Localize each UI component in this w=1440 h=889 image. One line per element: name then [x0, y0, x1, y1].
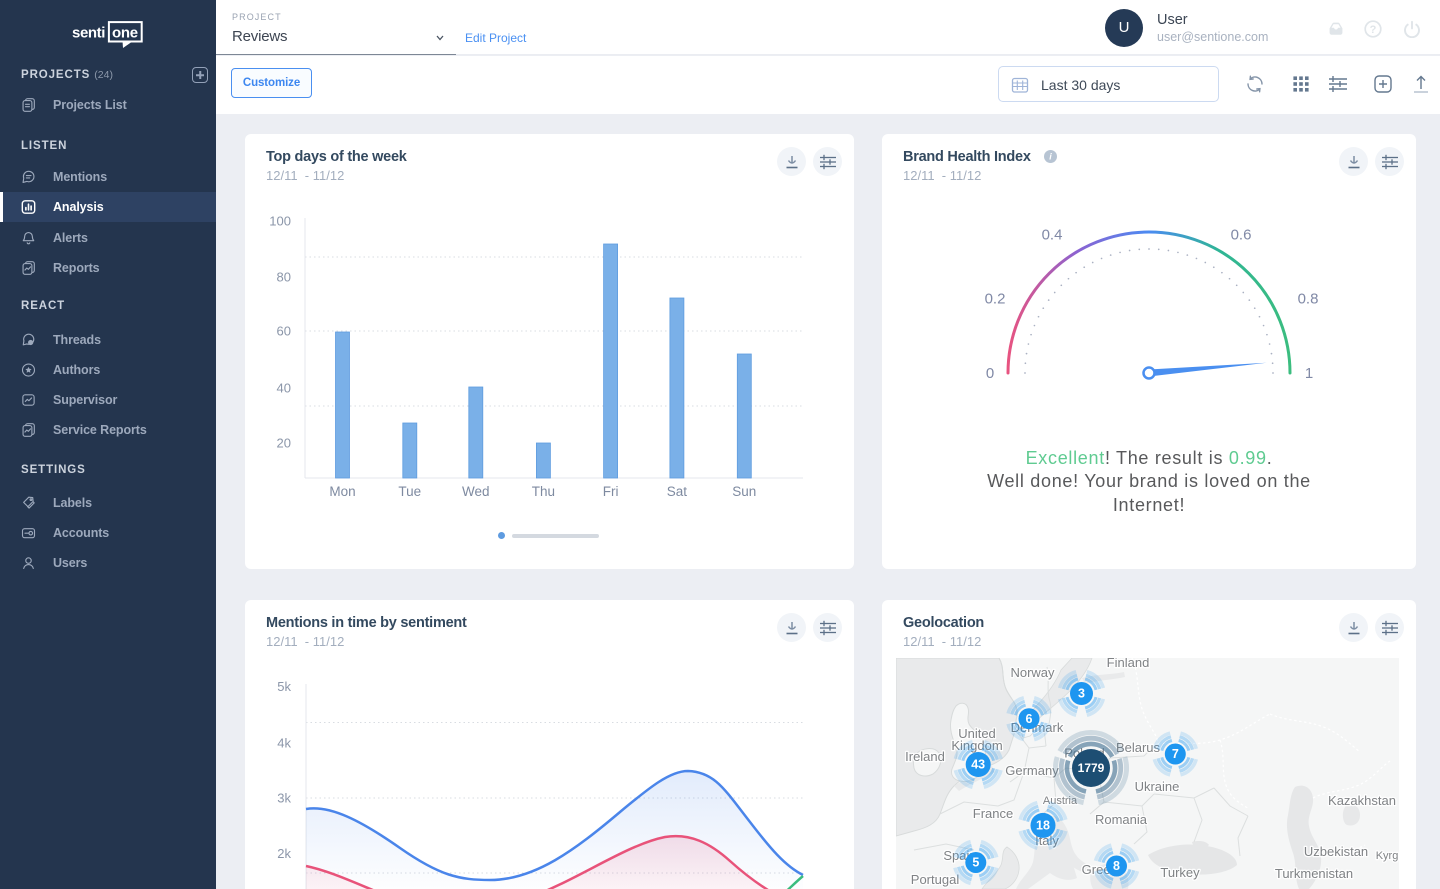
svg-text:43: 43: [971, 758, 985, 772]
svg-text:Tue: Tue: [398, 484, 421, 499]
svg-text:8: 8: [1113, 859, 1120, 873]
svg-text:6: 6: [1026, 712, 1033, 726]
svg-text:3: 3: [1078, 687, 1085, 701]
svg-text:5k: 5k: [277, 679, 291, 694]
svg-text:0.4: 0.4: [1042, 227, 1063, 244]
svg-text:Ukraine: Ukraine: [1135, 779, 1180, 794]
svg-text:Kingdom: Kingdom: [951, 738, 1002, 753]
svg-text:Norway: Norway: [1010, 665, 1055, 680]
svg-text:Turkmenistan: Turkmenistan: [1275, 866, 1353, 881]
svg-text:100: 100: [269, 214, 291, 229]
svg-text:Wed: Wed: [462, 484, 490, 499]
svg-text:one: one: [112, 25, 138, 42]
svg-text:Uzbekistan: Uzbekistan: [1304, 844, 1368, 859]
svg-text:60: 60: [277, 324, 291, 339]
svg-text:1779: 1779: [1078, 761, 1105, 775]
svg-text:Turkey: Turkey: [1160, 865, 1200, 880]
svg-text:5: 5: [972, 856, 979, 870]
svg-text:Kyrg: Kyrg: [1376, 850, 1399, 862]
svg-text:Fri: Fri: [603, 484, 619, 499]
svg-text:1: 1: [1305, 365, 1313, 382]
svg-text:Austria: Austria: [1043, 795, 1078, 807]
svg-text:Mon: Mon: [329, 484, 355, 499]
svg-text:Sat: Sat: [667, 484, 688, 499]
svg-text:7: 7: [1172, 747, 1179, 761]
svg-text:?: ?: [1370, 24, 1377, 36]
svg-text:0.6: 0.6: [1231, 227, 1252, 244]
svg-text:4k: 4k: [277, 736, 291, 751]
svg-text:Kazakhstan: Kazakhstan: [1328, 793, 1396, 808]
svg-text:Portugal: Portugal: [911, 872, 960, 887]
svg-text:20: 20: [277, 436, 291, 451]
svg-text:40: 40: [277, 381, 291, 396]
svg-text:0.8: 0.8: [1298, 291, 1319, 308]
svg-text:Thu: Thu: [532, 484, 555, 499]
svg-text:2k: 2k: [277, 846, 291, 861]
svg-text:senti: senti: [72, 25, 105, 42]
svg-text:Belarus: Belarus: [1116, 740, 1161, 755]
svg-text:Sun: Sun: [732, 484, 756, 499]
svg-text:Germany: Germany: [1005, 763, 1059, 778]
svg-text:0.2: 0.2: [985, 291, 1006, 308]
svg-text:United: United: [958, 726, 996, 741]
svg-text:Finland: Finland: [1107, 658, 1150, 670]
svg-text:0: 0: [986, 365, 994, 382]
svg-text:18: 18: [1036, 819, 1050, 833]
svg-text:80: 80: [277, 270, 291, 285]
svg-text:i: i: [1049, 152, 1052, 162]
svg-text:3k: 3k: [277, 791, 291, 806]
svg-text:Romania: Romania: [1095, 812, 1148, 827]
svg-text:France: France: [973, 806, 1013, 821]
svg-text:Ireland: Ireland: [905, 749, 945, 764]
